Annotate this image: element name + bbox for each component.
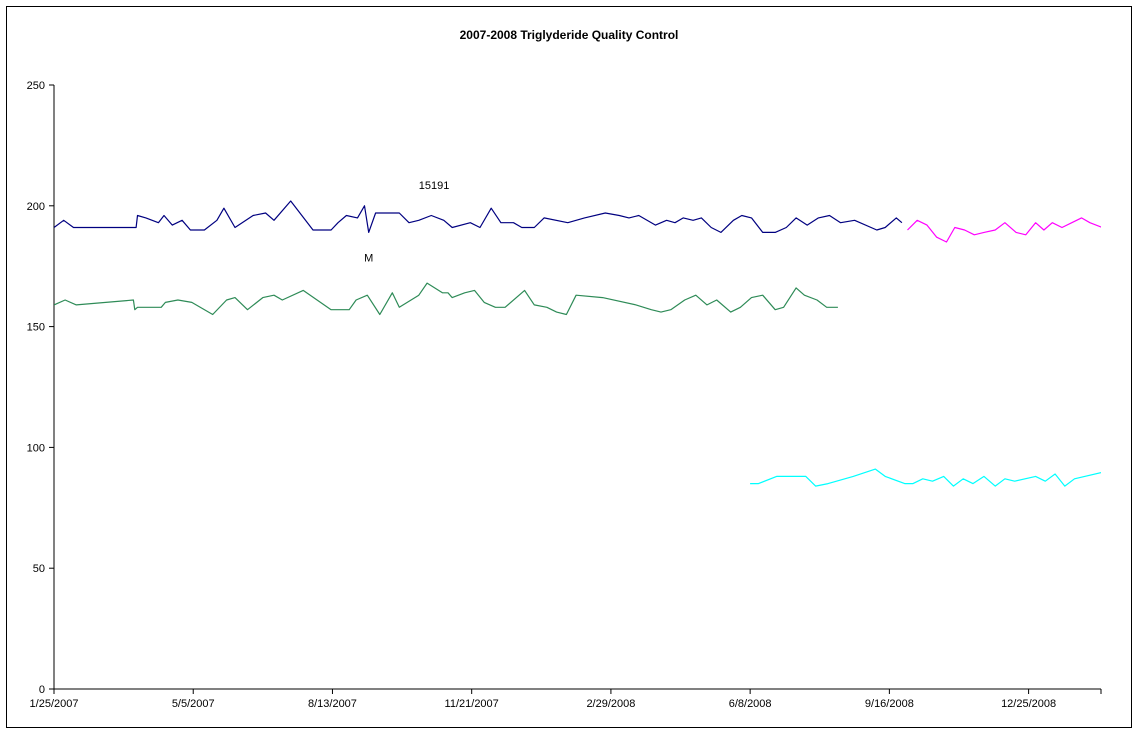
x-tick-label: 11/21/2007 [445,698,499,710]
chart-annotation: 15191 [419,180,450,192]
chart-axes: 0 50 100 150 200 250 1/25/2007 5/5/2007 8/13/200… [27,80,1102,710]
annotation-layer: 15191 M [364,180,449,264]
chart-annotation: M [364,252,373,264]
x-tick-label: 12/25/2008 [1001,698,1056,710]
y-tick-label: 50 [33,563,45,575]
series-layer [54,200,1101,487]
y-tick-label: 250 [27,80,45,92]
chart-frame [6,6,1132,728]
x-tick-label: 9/16/2008 [865,698,914,710]
x-tick-label: 6/8/2008 [729,698,772,710]
y-tick-label: 100 [27,442,45,454]
series-line-2 [54,282,838,316]
y-tick-label: 0 [39,684,45,696]
x-tick-label: 8/13/2007 [308,698,357,710]
series-line-4 [750,468,1101,487]
y-tick-label: 150 [27,322,45,334]
y-tick-label: 200 [27,201,45,213]
chart-title: 2007-2008 Triglyderide Quality Control [459,28,679,42]
series-line-1 [54,200,903,233]
series-line-3 [907,217,1101,243]
x-tick-label: 1/25/2007 [30,698,79,710]
x-tick-label: 2/29/2008 [586,698,635,710]
x-tick-label: 5/5/2007 [172,698,215,710]
